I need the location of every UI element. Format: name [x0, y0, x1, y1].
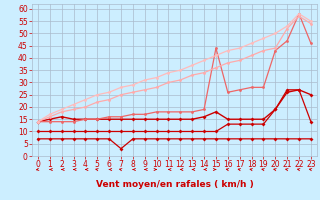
- X-axis label: Vent moyen/en rafales ( km/h ): Vent moyen/en rafales ( km/h ): [96, 180, 253, 189]
